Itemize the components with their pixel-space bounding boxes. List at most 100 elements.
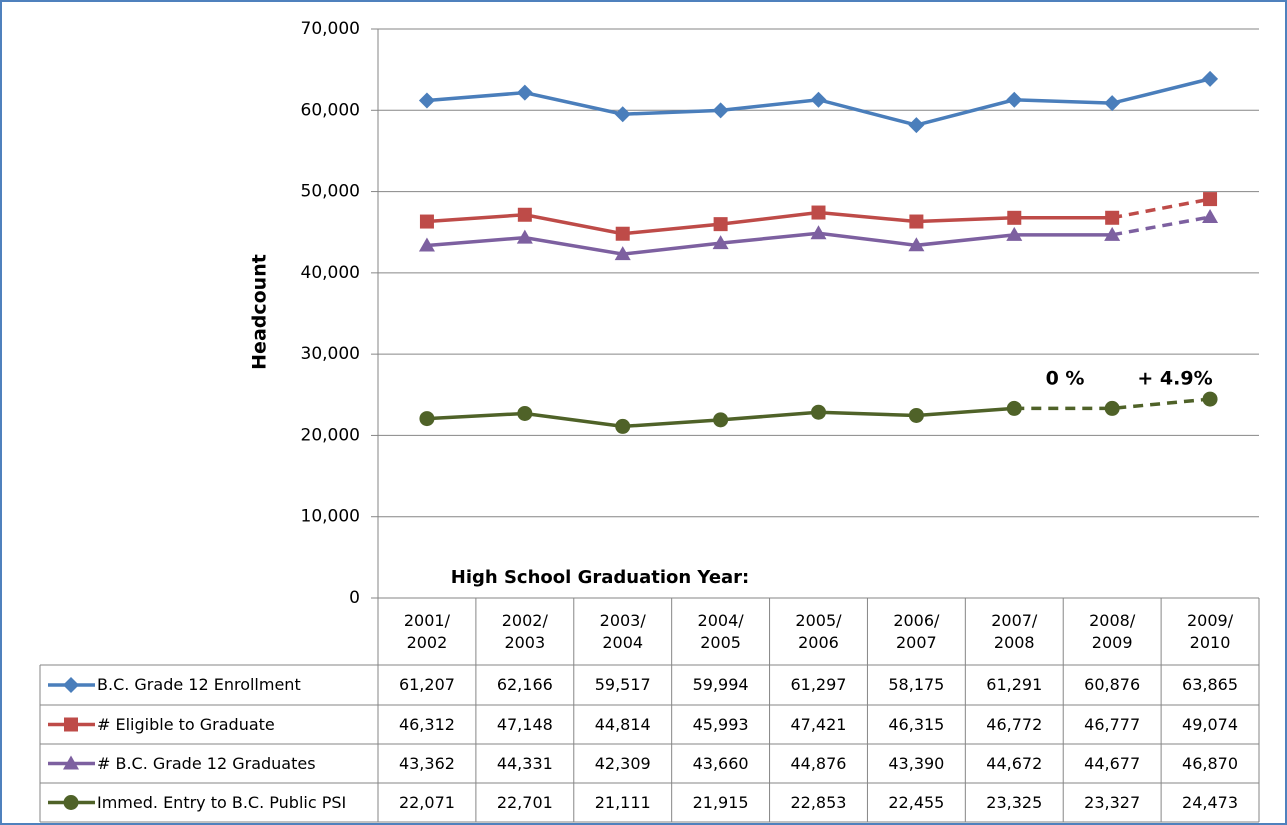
line [426, 231, 1113, 256]
marker [615, 226, 630, 241]
marker [908, 117, 925, 134]
marker [811, 205, 826, 220]
marker [419, 214, 434, 229]
table-value: 46,772 [986, 714, 1043, 734]
table-value: 42,309 [594, 753, 651, 773]
marker [1202, 70, 1219, 87]
table-value: 43,362 [398, 753, 455, 773]
table-value: 21,111 [594, 792, 651, 812]
y-tick-label: 0 [349, 588, 360, 608]
category-label: 2003/ 2004 [599, 610, 646, 652]
table-value: 47,421 [790, 714, 847, 734]
marker [1104, 95, 1121, 112]
marker [1006, 226, 1023, 241]
y-tick-label: 70,000 [301, 19, 360, 39]
marker [516, 229, 533, 244]
marker [712, 235, 729, 250]
marker [712, 102, 729, 119]
marker [1203, 192, 1218, 207]
x-axis-label: High School Graduation Year: [451, 567, 750, 588]
y-tick-label: 50,000 [301, 182, 360, 202]
marker [908, 407, 924, 423]
table-value: 47,148 [496, 714, 553, 734]
category-label: 2002/ 2003 [501, 610, 548, 652]
table-value: 63,865 [1182, 675, 1239, 694]
line [426, 210, 1113, 236]
table-value: 58,175 [888, 675, 945, 694]
marker [810, 225, 827, 240]
dashed-line [1111, 215, 1211, 237]
category-label: 2006/ 2007 [893, 610, 940, 652]
y-tick-label: 30,000 [301, 344, 360, 364]
annotation: 0 % [1046, 368, 1085, 390]
table-value: 23,327 [1084, 792, 1141, 812]
table-value: 59,994 [692, 675, 749, 694]
marker [614, 246, 631, 261]
marker [1006, 91, 1023, 108]
table-value: 43,390 [888, 753, 945, 773]
legend-label: Immed. Entry to B.C. Public PSI [97, 792, 347, 812]
table-value: 49,074 [1182, 714, 1239, 734]
legend-marker [64, 717, 78, 732]
table-value: 44,677 [1084, 753, 1141, 773]
legend-marker [63, 755, 79, 770]
marker [713, 217, 728, 232]
table-value: 46,315 [888, 714, 945, 734]
table-value: 22,071 [398, 792, 455, 812]
marker [614, 106, 631, 123]
table-value: 61,291 [986, 675, 1043, 694]
marker [1105, 210, 1120, 225]
table-value: 22,455 [888, 792, 945, 812]
legend-label: # B.C. Grade 12 Graduates [97, 753, 316, 773]
category-label: 2004/ 2005 [697, 610, 744, 652]
marker [516, 84, 533, 101]
table-value: 44,672 [986, 753, 1043, 773]
legend-marker [63, 795, 79, 810]
table-value: 46,870 [1182, 753, 1239, 773]
table-value: 62,166 [496, 675, 553, 694]
marker [1104, 400, 1120, 416]
marker [419, 411, 435, 427]
category-label: 2005/ 2006 [795, 610, 842, 652]
legend-label: # Eligible to Graduate [97, 714, 275, 734]
table-value: 59,517 [594, 675, 651, 694]
marker [1202, 209, 1219, 224]
marker [909, 214, 924, 229]
table-value: 46,312 [398, 714, 455, 734]
table-value: 60,876 [1084, 675, 1141, 694]
table-value: 44,814 [594, 714, 651, 734]
table-value: 44,331 [496, 753, 553, 773]
y-tick-label: 10,000 [301, 507, 360, 527]
category-label: 2001/ 2002 [403, 610, 450, 652]
y-axis-label: Headcount [249, 254, 271, 370]
category-label: 2007/ 2008 [991, 610, 1038, 652]
annotation: + 4.9% [1137, 368, 1212, 390]
marker [1007, 210, 1022, 225]
marker [908, 237, 925, 252]
marker [1202, 391, 1218, 407]
marker [517, 405, 533, 421]
legend-marker [63, 677, 79, 693]
category-label: 2008/ 2009 [1089, 610, 1136, 652]
category-label: 2009/ 2010 [1186, 610, 1234, 652]
dashed-line [1111, 197, 1211, 220]
table-value: 45,993 [692, 714, 749, 734]
y-tick-label: 40,000 [301, 263, 360, 283]
table-value: 61,207 [398, 675, 455, 694]
table-value: 21,915 [692, 792, 749, 812]
marker [418, 237, 435, 252]
table-value: 46,777 [1084, 714, 1141, 734]
marker [1104, 226, 1121, 241]
marker [810, 91, 827, 108]
marker [517, 207, 532, 222]
legend-label: B.C. Grade 12 Enrollment [97, 675, 301, 694]
table-value: 22,701 [496, 792, 553, 812]
y-tick-label: 20,000 [301, 425, 360, 445]
table-value: 61,297 [790, 675, 847, 694]
y-tick-label: 60,000 [301, 100, 360, 120]
marker [418, 92, 435, 109]
marker [615, 418, 631, 434]
marker [811, 404, 826, 420]
